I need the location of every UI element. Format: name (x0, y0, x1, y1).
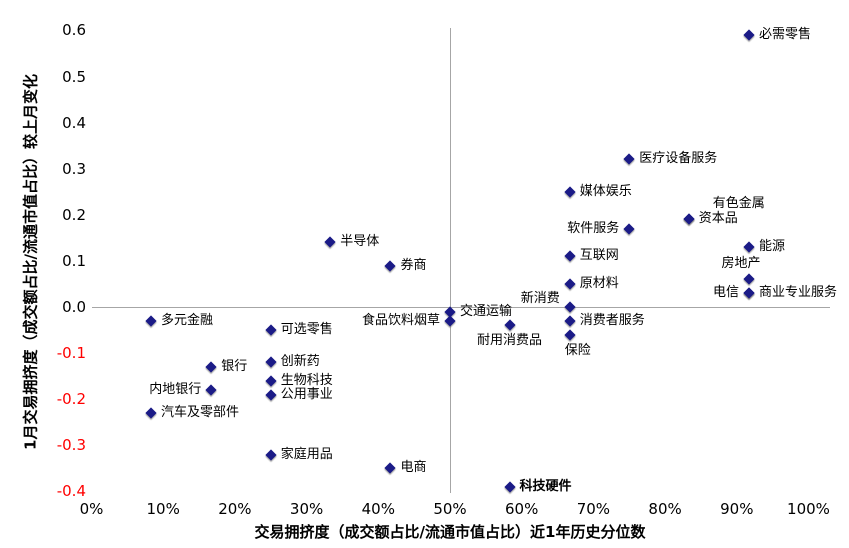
x-tick-label: 100% (787, 500, 830, 518)
x-tick-label: 80% (648, 500, 682, 518)
data-point-label: 电商 (400, 460, 427, 476)
data-point-marker (265, 324, 277, 336)
y-tick-label: 0.0 (62, 298, 86, 316)
data-point-marker (683, 213, 695, 226)
data-point-marker (265, 388, 277, 401)
data-point-marker (743, 273, 755, 285)
data-point-label: 生物科技 (280, 372, 333, 388)
data-point-marker (324, 236, 336, 249)
data-point-label: 能源 (758, 239, 785, 255)
x-tick-label: 40% (361, 500, 395, 518)
data-point-label: 软件服务 (567, 220, 620, 236)
data-point-marker (743, 241, 755, 253)
median-reference-line (449, 28, 451, 493)
data-point-marker (503, 319, 516, 332)
data-point-marker (564, 328, 576, 341)
data-point-marker (444, 315, 456, 327)
data-point-marker (265, 356, 277, 368)
data-point-label: 耐用消费品 (476, 333, 543, 349)
x-tick-label: 90% (720, 500, 754, 518)
x-tick-label: 70% (576, 500, 611, 518)
data-point-marker (623, 153, 635, 166)
data-point-marker (564, 315, 576, 327)
y-tick-label: -0.3 (56, 436, 86, 455)
data-point-marker (564, 301, 576, 313)
zero-reference-line (91, 306, 830, 308)
data-point-label: 交通运输 (460, 303, 513, 319)
data-point-label: 互联网 (579, 248, 619, 264)
data-point-marker (145, 315, 157, 327)
data-point-marker (623, 222, 635, 235)
data-point-label: 半导体 (340, 234, 380, 250)
data-point-marker (145, 407, 157, 419)
data-point-label: 资本品 (698, 211, 738, 227)
data-point-marker (205, 384, 217, 396)
y-tick-label: 0.3 (62, 159, 86, 178)
x-axis-title: 交易拥挤度（成交额占比/流通市值占比）近1年历史分位数 (254, 523, 646, 541)
data-point-label: 商业专业服务 (758, 285, 837, 301)
data-point-label: 医疗设备服务 (639, 151, 718, 167)
data-point-label: 有色金属 (712, 196, 765, 212)
x-tick-label: 50% (433, 500, 467, 518)
data-point-label: 汽车及零部件 (161, 405, 240, 421)
data-point-marker (384, 462, 397, 475)
x-tick-label: 0% (79, 500, 104, 518)
data-point-marker (205, 361, 217, 373)
data-point-label: 食品饮料烟草 (361, 312, 440, 328)
data-point-label: 科技硬件 (519, 478, 572, 494)
y-tick-label: -0.4 (56, 482, 86, 501)
data-point-label: 原材料 (579, 275, 619, 291)
data-point-label: 保险 (564, 342, 591, 358)
data-point-label: 房地产 (721, 256, 761, 272)
data-point-label: 内地银行 (149, 381, 202, 397)
y-tick-label: 0.4 (62, 113, 86, 132)
data-point-label: 银行 (221, 358, 248, 374)
data-point-label: 电信 (712, 285, 739, 301)
data-point-marker (564, 278, 576, 290)
y-tick-label: -0.2 (56, 390, 86, 409)
data-point-label: 创新药 (280, 354, 320, 370)
data-point-marker (564, 186, 576, 198)
x-tick-label: 60% (505, 500, 539, 518)
data-point-label: 消费者服务 (579, 312, 645, 328)
data-point-label: 券商 (400, 257, 427, 273)
data-point-marker (265, 448, 277, 461)
data-point-label: 新消费 (520, 291, 560, 306)
data-point-marker (743, 287, 755, 299)
data-point-marker (743, 29, 755, 41)
data-point-label: 家庭用品 (280, 446, 333, 462)
data-point-label: 媒体娱乐 (579, 183, 632, 199)
data-point-marker (503, 481, 516, 493)
y-tick-label: 0.2 (62, 205, 86, 224)
x-tick-label: 20% (218, 500, 252, 518)
data-point-marker (564, 250, 576, 262)
x-tick-label: 10% (146, 500, 180, 518)
data-point-label: 多元金融 (161, 312, 214, 328)
y-tick-label: 0.6 (62, 21, 86, 40)
y-tick-label: -0.1 (56, 344, 86, 363)
y-tick-label: 0.1 (62, 251, 86, 270)
x-tick-label: 30% (289, 500, 324, 518)
data-point-marker (265, 375, 277, 387)
data-point-marker (384, 259, 397, 272)
data-point-label: 公用事业 (280, 386, 333, 402)
data-point-label: 可选零售 (280, 322, 333, 338)
data-point-label: 必需零售 (758, 27, 811, 42)
y-tick-label: 0.5 (62, 67, 86, 86)
